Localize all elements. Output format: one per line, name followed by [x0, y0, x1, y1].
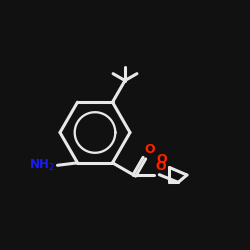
- Text: O: O: [144, 143, 155, 156]
- Text: O: O: [156, 153, 167, 166]
- Text: O: O: [156, 160, 166, 173]
- Text: NH$_2$: NH$_2$: [29, 158, 55, 173]
